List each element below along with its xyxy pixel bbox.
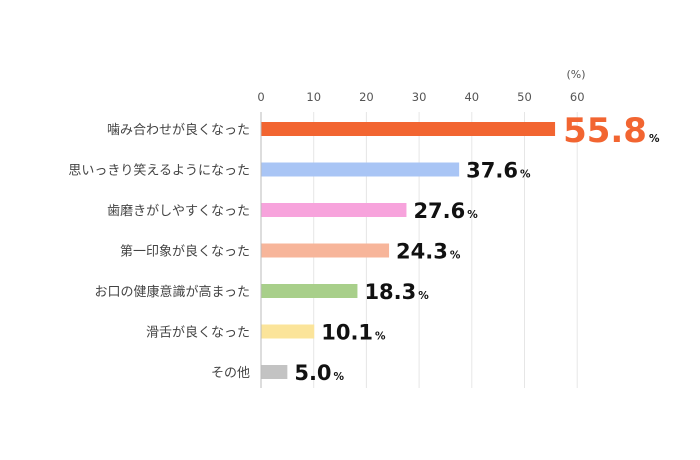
value-number: 18.3	[364, 280, 416, 304]
x-tick-label: 20	[359, 90, 374, 104]
category-label: お口の健康意識が高まった	[95, 284, 250, 300]
category-label: その他	[211, 366, 250, 381]
category-labels: 噛み合わせが良くなった思いっきり笑えるようになった歯磨きがしやすくなった第一印象…	[68, 122, 250, 381]
percent-sign: %	[334, 371, 345, 383]
value-label: 27.6%	[413, 199, 478, 223]
value-label: 18.3%	[364, 280, 429, 304]
x-tick-label: 10	[306, 90, 321, 104]
value-label: 5.0%	[294, 361, 344, 385]
x-tick-label: 40	[464, 90, 479, 104]
value-labels: 55.8 %37.6 %27.6 %24.3 %18.3 %10.1 %5.0%	[294, 111, 660, 385]
value-number: 10.1	[321, 321, 373, 345]
value-label: 37.6%	[466, 159, 531, 183]
grid	[313, 112, 578, 388]
value-number: 24.3	[396, 240, 448, 264]
value-number: 27.6	[413, 199, 465, 223]
value-number: 37.6	[466, 159, 518, 183]
category-label: 噛み合わせが良くなった	[107, 122, 250, 138]
bar	[261, 324, 315, 339]
bar	[261, 365, 288, 379]
category-label: 滑舌が良くなった	[146, 325, 250, 341]
bar	[261, 162, 460, 177]
bar	[261, 122, 556, 136]
value-label: 10.1%	[321, 321, 386, 345]
category-label: 思いっきり笑えるようになった	[68, 163, 250, 179]
x-axis-ticks: 0 10 20 30 40 50 60	[257, 90, 584, 104]
percent-sign: %	[520, 169, 531, 181]
percent-sign: %	[467, 209, 478, 221]
percent-sign: %	[375, 331, 386, 343]
percent-sign: %	[450, 250, 461, 262]
x-tick-label: 0	[257, 90, 264, 104]
value-number: 5.0	[294, 361, 331, 385]
bars	[261, 122, 556, 379]
value-label: 24.3%	[396, 240, 461, 264]
value-number: 55.8	[563, 111, 647, 151]
bar	[261, 284, 358, 298]
percent-sign: %	[649, 133, 660, 145]
value-label: 55.8%	[563, 111, 660, 151]
percent-sign: %	[418, 290, 429, 302]
x-tick-label: 50	[517, 90, 532, 104]
bar	[261, 203, 407, 217]
x-tick-label: 60	[570, 90, 585, 104]
category-label: 歯磨きがしやすくなった	[107, 204, 250, 219]
category-label: 第一印象が良くなった	[120, 244, 250, 260]
bar	[261, 243, 390, 258]
x-tick-label: 30	[412, 90, 427, 104]
unit-label: (%)	[566, 68, 585, 81]
